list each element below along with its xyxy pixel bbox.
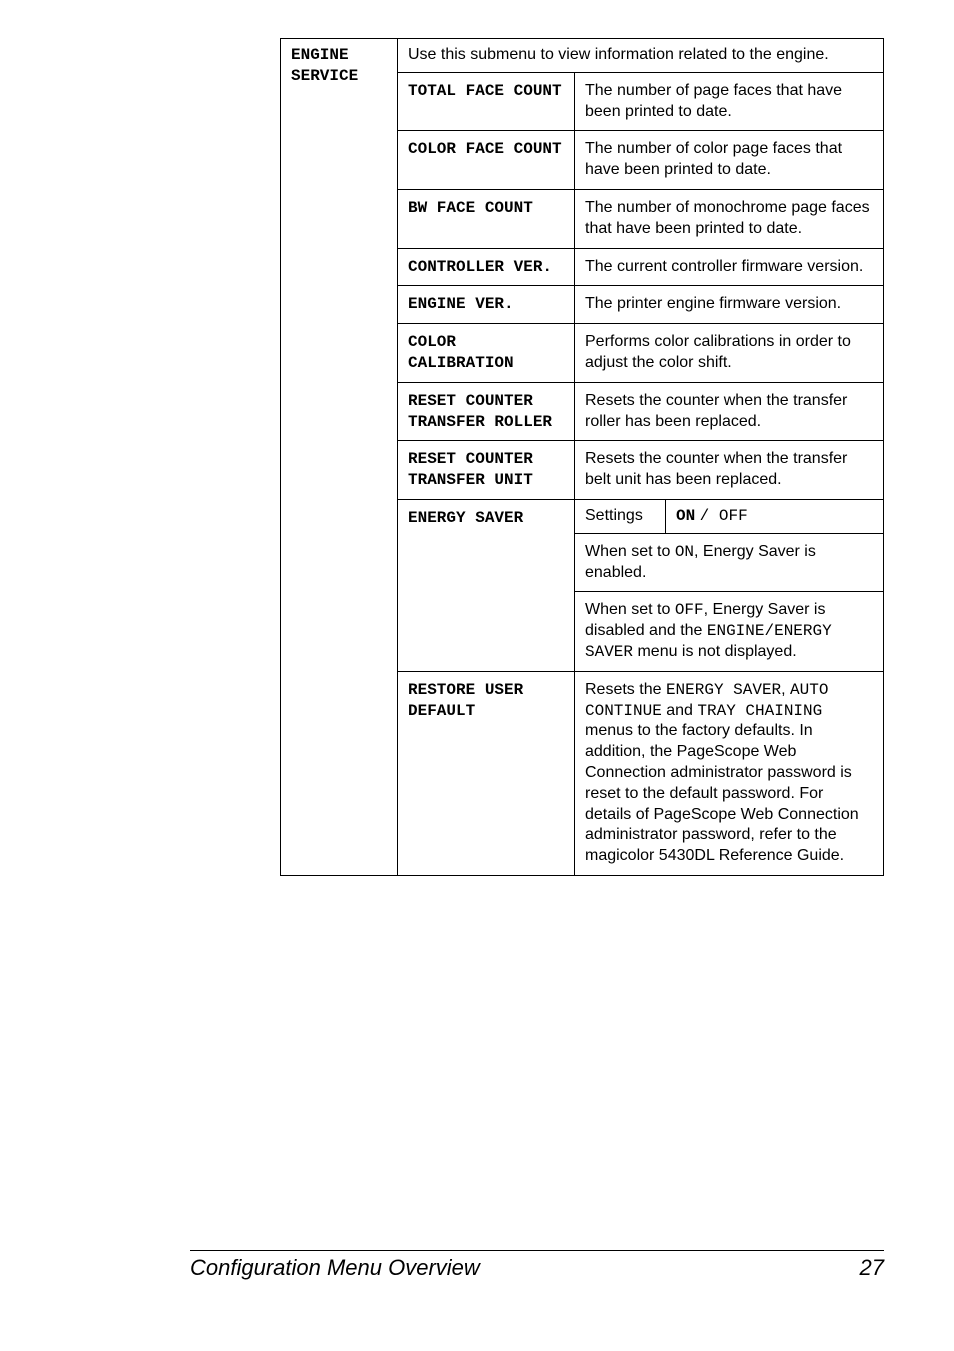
energy-saver-label: ENERGY SAVER	[398, 499, 575, 671]
settings-on: ON	[676, 507, 695, 525]
row-label: CONTROLLER VER.	[398, 248, 575, 286]
txt: and	[662, 702, 698, 719]
row-label: RESET COUNTER TRANSFER ROLLER	[398, 382, 575, 441]
code: TRAY CHAINING	[697, 702, 822, 720]
energy-off-desc: When set to OFF, Energy Saver is disable…	[575, 592, 884, 671]
row-label: BW FACE COUNT	[398, 189, 575, 248]
restore-desc: Resets the ENERGY SAVER, AUTO CONTINUE a…	[575, 671, 884, 875]
txt: When set to	[585, 543, 675, 560]
engine-label-l2: SERVICE	[291, 67, 358, 85]
footer-title: Configuration Menu Overview	[190, 1255, 480, 1281]
row-label: COLOR CALIBRATION	[398, 324, 575, 383]
engine-label-l1: ENGINE	[291, 46, 349, 64]
settings-sep: / OFF	[700, 507, 748, 525]
txt: ,	[781, 681, 790, 698]
txt: Resets the	[585, 681, 666, 698]
txt: menus to the factory defaults. In additi…	[585, 722, 859, 864]
table-header-text: Use this submenu to view information rel…	[398, 39, 884, 73]
restore-label: RESTORE USER DEFAULT	[398, 671, 575, 875]
page-footer: Configuration Menu Overview 27	[190, 1250, 884, 1281]
footer-page-number: 27	[860, 1255, 884, 1281]
row-desc: The printer engine firmware version.	[575, 286, 884, 324]
page: ENGINE SERVICE Use this submenu to view …	[0, 0, 954, 1351]
settings-label: Settings	[575, 499, 666, 533]
code: OFF	[675, 601, 704, 619]
row-label: TOTAL FACE COUNT	[398, 72, 575, 131]
code: ON	[675, 543, 694, 561]
row-label: COLOR FACE COUNT	[398, 131, 575, 190]
txt: When set to	[585, 601, 675, 618]
row-desc: Performs color calibrations in order to …	[575, 324, 884, 383]
row-desc: Resets the counter when the transfer rol…	[575, 382, 884, 441]
row-desc: Resets the counter when the transfer bel…	[575, 441, 884, 500]
row-label: RESET COUNTER TRANSFER UNIT	[398, 441, 575, 500]
row-desc: The number of monochrome page faces that…	[575, 189, 884, 248]
row-desc: The number of page faces that have been …	[575, 72, 884, 131]
engine-service-label: ENGINE SERVICE	[281, 39, 398, 876]
row-desc: The current controller firmware version.	[575, 248, 884, 286]
code: ENERGY SAVER	[666, 681, 781, 699]
row-desc: The number of color page faces that have…	[575, 131, 884, 190]
table-header-row: ENGINE SERVICE Use this submenu to view …	[281, 39, 884, 73]
engine-service-table: ENGINE SERVICE Use this submenu to view …	[280, 38, 884, 876]
txt: menu is not displayed.	[633, 643, 797, 660]
energy-on-desc: When set to ON, Energy Saver is enabled.	[575, 533, 884, 592]
row-label: ENGINE VER.	[398, 286, 575, 324]
settings-value: ON / OFF	[666, 499, 884, 533]
